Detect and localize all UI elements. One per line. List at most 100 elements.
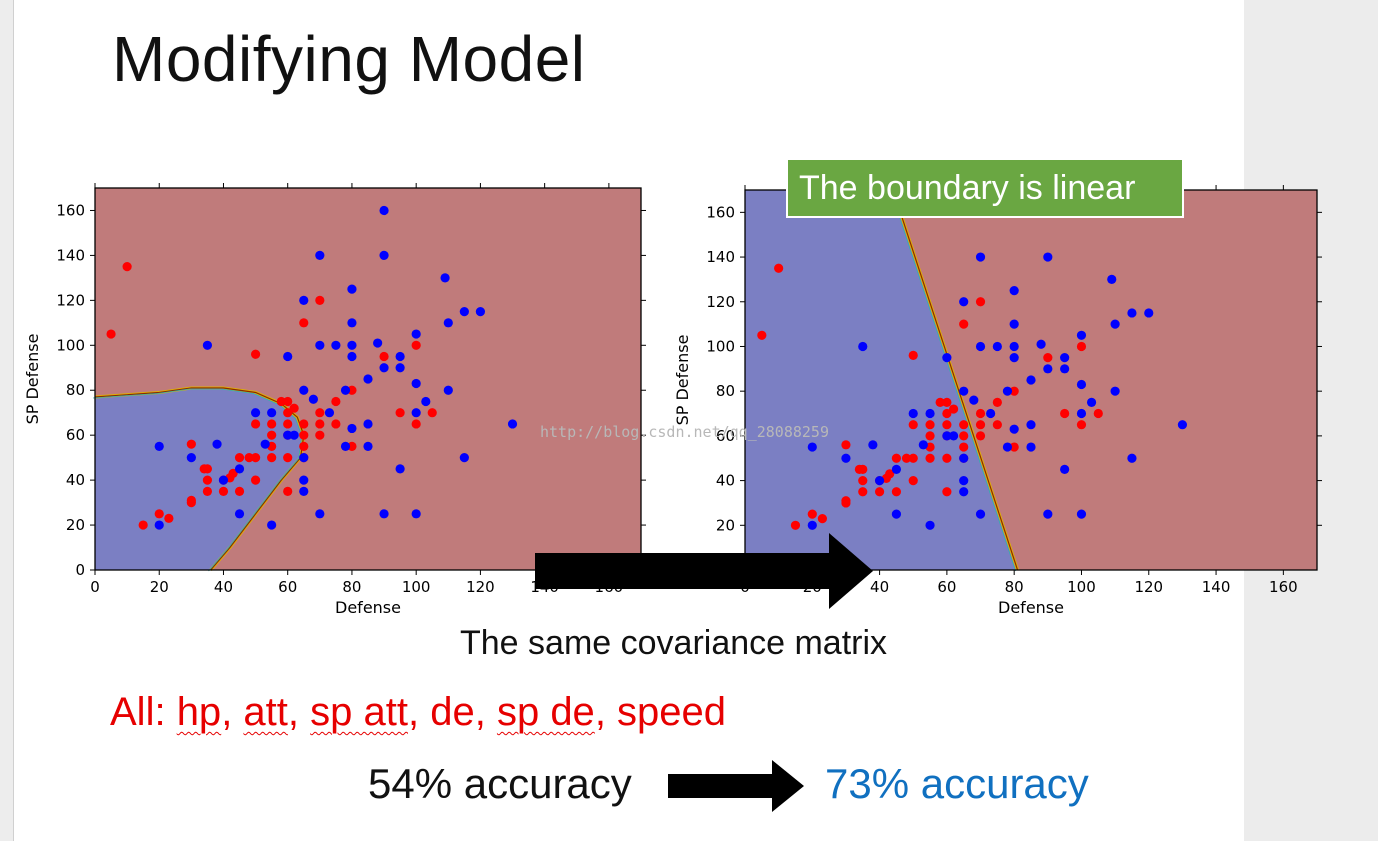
blue-point: [807, 442, 817, 452]
red-point: [942, 408, 952, 419]
blue-point: [975, 252, 986, 262]
red-point: [1009, 386, 1019, 396]
y-tick-label: 60: [66, 426, 85, 444]
y-tick-label: 100: [56, 336, 85, 354]
arrow-right-icon: [535, 533, 873, 609]
red-point: [992, 420, 1002, 430]
scatter-plot-quadratic: 0204060801001201401600204060801001201401…: [23, 183, 646, 617]
y-tick-label: 40: [716, 472, 735, 490]
blue-point: [949, 431, 959, 441]
blue-point: [1086, 397, 1097, 407]
blue-point: [1060, 364, 1070, 374]
blue-point: [959, 475, 969, 486]
blue-point: [874, 475, 885, 486]
red-point: [858, 487, 868, 497]
red-point: [959, 431, 969, 441]
x-tick-label: 40: [214, 578, 233, 596]
blue-point: [1026, 442, 1036, 452]
blue-point: [154, 520, 164, 530]
blue-point: [1107, 274, 1117, 285]
blue-point: [411, 329, 421, 339]
y-tick-label: 0: [75, 561, 85, 579]
blue-point: [1076, 379, 1087, 390]
red-point: [315, 419, 325, 429]
blue-point: [986, 408, 996, 419]
blue-point: [908, 408, 918, 419]
red-point: [267, 419, 277, 429]
blue-point: [925, 520, 935, 530]
blue-point: [340, 385, 351, 395]
blue-point: [411, 408, 421, 418]
red-point: [250, 349, 261, 359]
blue-point: [283, 430, 293, 440]
red-point: [925, 420, 935, 430]
red-point: [283, 396, 293, 407]
feature-separator: ,: [407, 690, 431, 734]
feature-items: hp, att, sp att, de, sp de, speed: [177, 690, 726, 734]
red-point: [1076, 341, 1087, 352]
red-point: [299, 419, 309, 429]
blue-point: [1076, 330, 1087, 340]
blue-point: [202, 340, 213, 350]
blue-point: [299, 475, 309, 485]
red-point: [925, 431, 935, 441]
y-tick-label: 120: [56, 291, 85, 309]
y-tick-label: 160: [56, 201, 85, 219]
red-point: [427, 408, 437, 418]
callout-boundary-linear: The boundary is linear: [786, 158, 1184, 218]
red-point: [925, 453, 935, 463]
red-point: [234, 486, 245, 496]
blue-point: [218, 475, 229, 485]
region-blue: [745, 190, 1018, 570]
red-point: [234, 453, 245, 463]
red-point: [250, 475, 261, 485]
x-tick-label: 0: [90, 578, 100, 596]
blue-point: [1043, 252, 1053, 262]
red-point: [908, 475, 918, 486]
feature-list-prefix: All:: [110, 690, 177, 734]
red-point: [267, 453, 277, 463]
blue-point: [959, 453, 969, 463]
y-tick-label: 80: [716, 382, 735, 400]
feature-separator: ,: [221, 690, 244, 734]
red-point: [949, 404, 959, 414]
slide-title: Modifying Model: [112, 23, 586, 95]
accuracy-before: 54% accuracy: [368, 760, 632, 807]
red-point: [841, 498, 851, 508]
blue-point: [1060, 353, 1070, 363]
blue-point: [1110, 386, 1120, 396]
red-point: [774, 263, 784, 273]
feature-list: All: hp, att, sp att, de, sp de, speed: [110, 690, 726, 735]
y-tick-label: 20: [716, 516, 735, 534]
red-point: [891, 487, 902, 497]
blue-point: [1043, 509, 1053, 519]
red-point: [959, 420, 969, 430]
blue-point: [421, 396, 431, 407]
blue-point: [1002, 386, 1013, 396]
blue-point: [395, 363, 405, 373]
feature-separator: ,: [474, 690, 497, 734]
blue-point: [1060, 464, 1070, 475]
y-tick-label: 20: [66, 516, 85, 534]
red-point: [992, 397, 1002, 407]
red-point: [202, 475, 213, 485]
blue-point: [1009, 285, 1019, 296]
blue-point: [299, 385, 309, 395]
blue-point: [1009, 341, 1019, 352]
red-point: [315, 408, 325, 418]
blue-point: [1009, 424, 1019, 434]
blue-point: [299, 453, 309, 463]
accuracy-after: 73% accuracy: [825, 760, 1089, 807]
blue-point: [324, 408, 335, 418]
blue-point: [942, 431, 952, 441]
blue-point: [1144, 308, 1154, 318]
blue-point: [1009, 319, 1019, 329]
y-tick-label: 140: [56, 246, 85, 264]
red-point: [228, 468, 238, 478]
red-point: [244, 453, 254, 463]
blue-point: [299, 295, 309, 305]
blue-point: [891, 464, 902, 475]
red-point: [901, 453, 912, 463]
blue-point: [942, 353, 952, 363]
x-tick-label: 20: [150, 578, 169, 596]
